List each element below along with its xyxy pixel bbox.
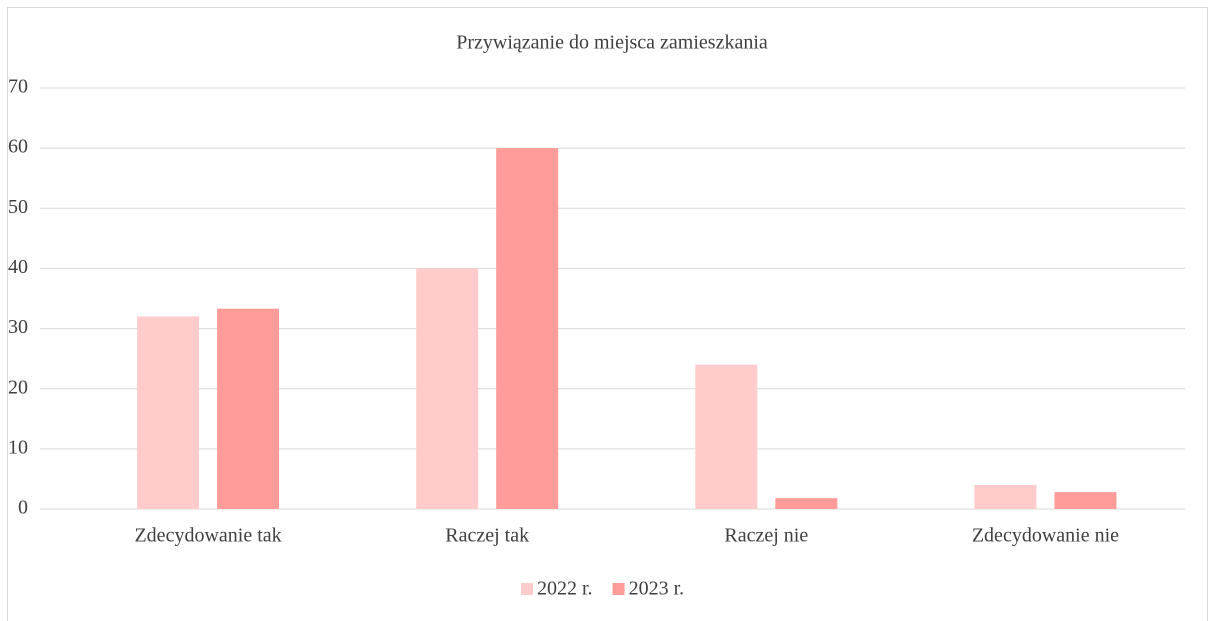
y-tick-label: 50 bbox=[8, 196, 28, 218]
bar bbox=[137, 316, 200, 509]
legend-label: 2022 r. bbox=[537, 578, 593, 600]
y-tick-label: 0 bbox=[18, 497, 28, 519]
y-tick-label: 20 bbox=[8, 376, 28, 398]
legend-swatch bbox=[612, 583, 625, 595]
x-tick-label: Raczej nie bbox=[724, 525, 808, 547]
x-tick-label: Zdecydowanie tak bbox=[134, 525, 281, 547]
bar bbox=[217, 308, 280, 509]
y-tick-label: 30 bbox=[8, 316, 28, 338]
bar bbox=[974, 484, 1037, 509]
y-tick-label: 40 bbox=[8, 256, 28, 278]
y-tick-label: 10 bbox=[8, 436, 28, 458]
bar bbox=[496, 148, 559, 509]
bar bbox=[416, 268, 479, 509]
x-tick-label: Zdecydowanie nie bbox=[972, 525, 1119, 547]
y-tick-label: 70 bbox=[8, 76, 28, 98]
legend-swatch bbox=[521, 583, 533, 595]
bar bbox=[1054, 492, 1117, 509]
legend-label: 2023 r. bbox=[629, 578, 685, 600]
bar bbox=[695, 364, 758, 509]
chart-frame bbox=[7, 7, 1208, 621]
chart-title: Przywiązanie do miejsca zamieszkania bbox=[456, 32, 768, 54]
bar bbox=[775, 498, 838, 509]
x-tick-label: Raczej tak bbox=[445, 525, 529, 547]
y-tick-label: 60 bbox=[8, 136, 28, 158]
